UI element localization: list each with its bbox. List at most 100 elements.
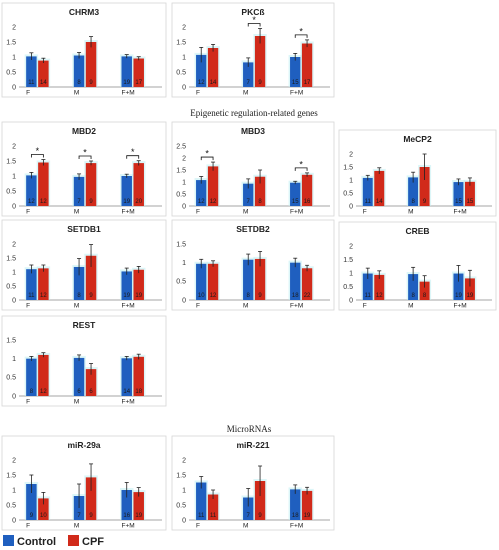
n-label: 19 xyxy=(304,513,311,519)
y-tick-label: 0.5 xyxy=(176,69,186,76)
bar-control xyxy=(243,497,254,520)
significance-marker: * xyxy=(252,15,256,25)
legend-swatch-cpf xyxy=(68,535,79,546)
y-tick-label: 0 xyxy=(12,84,16,91)
n-label: 7 xyxy=(247,199,251,205)
n-label: 11 xyxy=(28,293,35,299)
bar-control xyxy=(453,273,464,300)
x-category-label: F xyxy=(196,523,200,530)
y-tick-label: 2 xyxy=(12,241,16,248)
bar-control xyxy=(26,56,37,87)
y-tick-label: 1.5 xyxy=(6,337,16,344)
bar-cpf xyxy=(419,281,430,300)
y-tick-label: 1.5 xyxy=(6,472,16,479)
y-tick-label: 0.5 xyxy=(176,502,186,509)
x-category-label: M xyxy=(74,303,79,310)
y-tick-label: 1.5 xyxy=(176,39,186,46)
bar-cpf xyxy=(374,274,385,300)
n-label: 8 xyxy=(77,80,81,86)
n-label: 6 xyxy=(89,389,93,395)
bar-control xyxy=(243,62,254,87)
panel-pkc-: PKCß 0 0.5 1 1.5 2 12 14 F 7 9 M * 15 17F+M * xyxy=(171,2,335,98)
n-label: 8 xyxy=(247,293,251,299)
n-label: 11 xyxy=(210,513,217,519)
bar-cpf xyxy=(85,477,97,520)
n-label: 8 xyxy=(411,293,415,299)
bar-control xyxy=(453,182,464,206)
bar-cpf xyxy=(464,181,475,206)
n-label: 19 xyxy=(123,80,130,86)
n-label: 11 xyxy=(365,199,372,205)
x-category-label: F xyxy=(26,90,30,97)
n-label: 15 xyxy=(455,199,462,205)
y-tick-label: 0 xyxy=(349,297,353,304)
x-category-label: F xyxy=(26,209,30,216)
y-tick-label: 1.5 xyxy=(343,257,353,264)
bar-cpf xyxy=(38,268,49,300)
bar-cpf xyxy=(301,174,313,206)
significance-bracket xyxy=(294,167,308,171)
bar-control xyxy=(243,183,254,206)
n-label: 9 xyxy=(423,199,427,205)
section-title-epigenetic: Epigenetic regulation-related genes xyxy=(190,108,318,118)
y-tick-label: 0 xyxy=(182,297,186,304)
x-category-label: F+M xyxy=(121,399,134,406)
bar-control xyxy=(26,175,37,206)
y-tick-label: 1 xyxy=(182,260,186,267)
legend-label-control: Control xyxy=(17,536,56,548)
x-category-label: F+M xyxy=(290,303,303,310)
n-label: 12 xyxy=(376,293,383,299)
y-tick-label: 1.5 xyxy=(6,158,16,165)
y-tick-label: 2 xyxy=(349,151,353,158)
y-tick-label: 2 xyxy=(12,457,16,464)
x-category-label: F xyxy=(196,303,200,310)
y-tick-label: 0.5 xyxy=(6,283,16,290)
y-tick-label: 0.5 xyxy=(6,502,16,509)
x-category-label: F+M xyxy=(453,209,466,216)
bar-cpf xyxy=(254,176,266,206)
n-label: 10 xyxy=(40,513,47,519)
significance-bracket xyxy=(126,155,140,159)
y-tick-label: 1 xyxy=(12,54,16,61)
panel-mir-221: miR-221 0 0.5 1 1.5 2 11 11 F 7 9 M 18 19F+M xyxy=(171,435,335,531)
x-category-label: F+M xyxy=(121,303,134,310)
n-label: 16 xyxy=(304,199,311,205)
bar-control xyxy=(290,489,301,520)
bar-control xyxy=(26,269,37,300)
n-label: 18 xyxy=(292,293,299,299)
n-label: 12 xyxy=(210,199,217,205)
n-label: 19 xyxy=(467,293,474,299)
y-tick-label: 0.5 xyxy=(6,375,16,382)
bar-cpf xyxy=(419,167,430,206)
panel-title: SETDB1 xyxy=(67,224,101,234)
significance-marker: * xyxy=(83,148,87,158)
bar-cpf xyxy=(133,492,144,520)
significance-bracket xyxy=(294,34,308,38)
x-category-label: F xyxy=(26,399,30,406)
x-category-label: M xyxy=(74,399,79,406)
significance-marker: * xyxy=(36,146,40,156)
bar-cpf xyxy=(207,48,219,87)
bar-cpf xyxy=(301,43,313,87)
n-label: 19 xyxy=(135,513,142,519)
bar-control xyxy=(26,484,37,520)
n-label: 11 xyxy=(28,80,35,86)
bar-control xyxy=(121,176,132,206)
legend-swatch-control xyxy=(3,535,14,546)
n-label: 8 xyxy=(411,199,415,205)
n-label: 14 xyxy=(123,389,130,395)
y-tick-label: 1.5 xyxy=(343,164,353,171)
n-label: 9 xyxy=(258,80,262,86)
significance-marker: * xyxy=(131,147,135,157)
panel-title: REST xyxy=(73,320,96,330)
bar-cpf xyxy=(85,42,97,87)
n-label: 9 xyxy=(89,293,93,299)
bar-cpf xyxy=(133,269,144,300)
x-category-label: M xyxy=(243,523,248,530)
y-tick-label: 2 xyxy=(12,24,16,31)
bar-control xyxy=(73,55,85,87)
y-tick-label: 1 xyxy=(12,269,16,276)
